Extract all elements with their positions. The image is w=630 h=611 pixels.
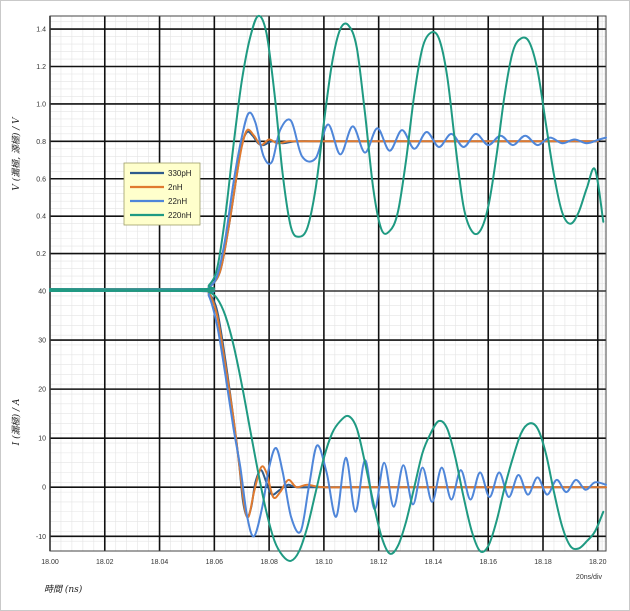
series-line-22nH — [49, 289, 607, 538]
y-tick-label: 1.0 — [36, 101, 46, 108]
voltage-y-axis-label: V (漏極, 源極) / V — [11, 116, 22, 191]
y-tick-label: -10 — [36, 534, 46, 541]
x-tick-label: 18.00 — [41, 559, 59, 566]
legend-items: 330pH 2nH 22nH 220nH — [130, 169, 192, 220]
x-axis-label: 時間 (ns) — [44, 584, 83, 595]
x-tick-label: 18.16 — [479, 559, 497, 566]
legend-label-22nH: 22nH — [168, 197, 187, 206]
x-tick-label: 18.06 — [206, 559, 224, 566]
current-y-axis-label: I (漏極) / A — [11, 398, 22, 446]
voltage-grid — [49, 15, 607, 292]
legend: 330pH 2nH 22nH 220nH — [123, 162, 201, 226]
y-tick-label: 1.2 — [36, 64, 46, 71]
y-tick-label: 1.4 — [36, 27, 46, 34]
voltage-series-group — [49, 14, 607, 291]
current-series-group — [49, 289, 607, 562]
x-tick-label: 18.02 — [96, 559, 114, 566]
current-y-ticks: -10 0 10 20 30 40 — [36, 289, 46, 541]
y-tick-label: 0.4 — [36, 214, 46, 221]
current-x-ticks: 18.00 18.02 18.04 18.06 18.08 18.10 18.12 18.14… — [41, 559, 606, 566]
y-tick-label: 30 — [38, 338, 46, 345]
x-tick-label: 18.14 — [425, 559, 443, 566]
y-tick-label: 0 — [42, 485, 46, 492]
x-tick-label: 18.04 — [151, 559, 169, 566]
y-tick-label: 0.6 — [36, 176, 46, 183]
voltage-y-ticks: 0.2 0.4 0.6 0.8 1.0 1.2 1.4 — [36, 27, 46, 258]
series-line-22nH — [49, 111, 607, 291]
y-tick-label: 20 — [38, 387, 46, 394]
y-tick-label: 40 — [38, 289, 46, 296]
x-tick-label: 18.12 — [370, 559, 388, 566]
y-tick-label: 0.2 — [36, 251, 46, 258]
time-per-division-label: 20ns/div — [576, 574, 603, 581]
series-line-220nH — [49, 289, 605, 562]
x-tick-label: 18.08 — [260, 559, 278, 566]
y-tick-label: 10 — [38, 436, 46, 443]
legend-label-220nH: 220nH — [168, 211, 192, 220]
voltage-plot-area — [50, 16, 606, 291]
voltage-panel: 0.2 0.4 0.6 0.8 1.0 1.2 1.4 V (漏極, 源極) / V 330… — [11, 14, 607, 292]
series-line-2nH — [49, 289, 607, 519]
legend-label-2nH: 2nH — [168, 183, 183, 192]
x-tick-label: 18.18 — [534, 559, 552, 566]
x-tick-label: 18.10 — [315, 559, 333, 566]
legend-label-330pH: 330pH — [168, 169, 192, 178]
y-tick-label: 0.8 — [36, 139, 46, 146]
x-tick-label: 18.20 — [589, 559, 607, 566]
current-plot-area — [50, 291, 606, 551]
series-line-220nH — [49, 14, 605, 291]
plot-frame — [49, 290, 607, 552]
